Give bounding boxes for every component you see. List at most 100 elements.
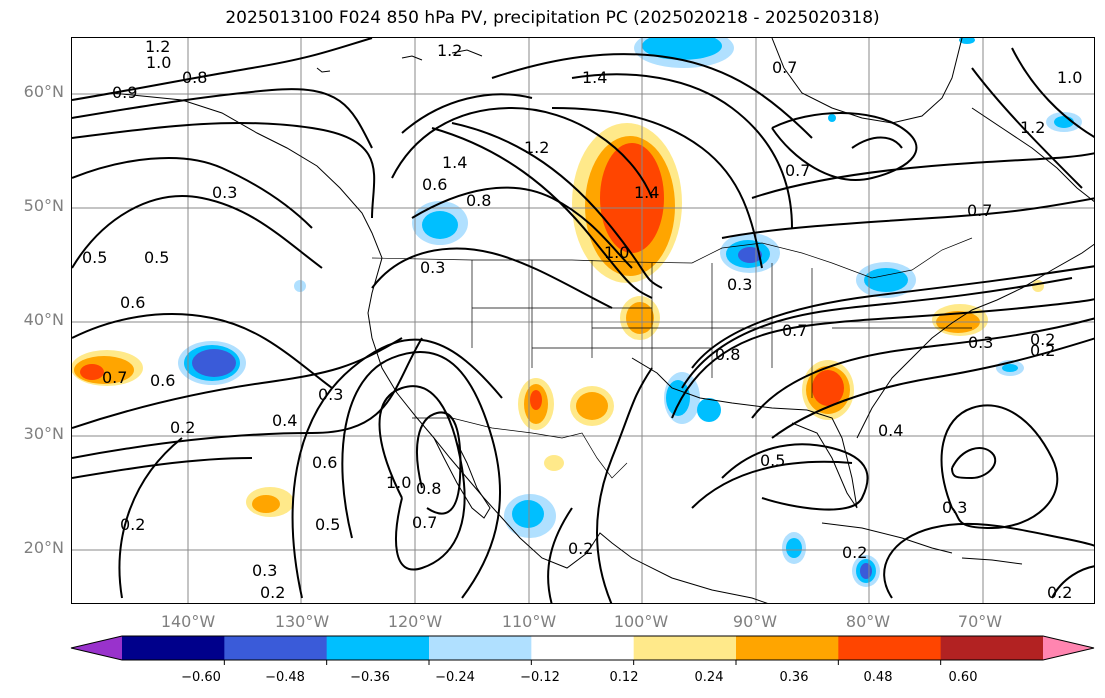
contour-line [951,447,997,480]
border-us-canada [371,237,973,279]
colorbar-tick-label: 0.24 [694,670,724,685]
contour-label: 0.3 [252,561,277,580]
contour-line [681,277,1073,389]
lat-label-40n: 40°N [23,310,64,329]
contour-label: 0.8 [715,345,740,364]
contour-label: 0.2 [170,418,195,437]
contour-line [72,313,333,389]
colorbar-tick-label: 0.48 [863,670,893,685]
contour-line [431,127,653,299]
contour-label: 1.4 [582,68,607,87]
border-us-mexico [412,417,628,479]
colorbar-tick-label: 0.12 [609,670,639,685]
precip-blob [1032,280,1044,292]
lat-label-50n: 50°N [23,196,64,215]
precip-blob [80,364,104,380]
lon-label-110w: 110°W [501,612,557,631]
contour-line [72,156,313,229]
colorbar-segment [531,636,635,660]
contour-label: 0.5 [315,515,340,534]
colorbar-segment [838,636,942,660]
precip-blob [666,380,690,416]
contour-line [751,317,1094,419]
colorbar-segment [633,636,737,660]
lon-label-90w: 90°W [732,612,778,631]
lat-label-20n: 20°N [23,538,64,557]
contour-label: 0.5 [144,248,169,267]
contour-label: 0.3 [942,498,967,517]
contour-line [771,337,1094,439]
contour-label: 1.0 [146,53,171,72]
contour-line [72,195,323,269]
precip-shading [72,38,1082,587]
contour-label: 1.2 [1020,118,1045,137]
lon-label-120w: 120°W [387,612,443,631]
pv-contours [72,38,1094,603]
contour-label: 0.2 [568,539,593,558]
contour-line [411,186,633,269]
precip-blob [828,114,836,122]
colorbar-segment [326,636,430,660]
contour-line [391,106,653,199]
contour-line [771,112,918,181]
coastline-gulf [631,357,858,509]
contour-line [72,337,423,459]
contour-line [341,350,502,599]
lon-label-100w: 100°W [613,612,669,631]
contour-line [721,197,1094,239]
contour-label: 0.3 [212,183,237,202]
precip-blob [576,392,608,420]
coastline-cuba [821,522,953,554]
lat-label-60n: 60°N [23,82,64,101]
contour-label: 0.3 [318,385,343,404]
contour-labels: 1.2 1.0 0.8 0.9 1.2 1.4 0.7 1.0 1.2 0.3 … [82,38,1082,602]
precip-blob [642,38,722,60]
contour-label: 1.2 [437,41,462,60]
contour-label: 0.6 [312,453,337,472]
colorbar-outline [70,635,1095,661]
contour-line [118,437,183,599]
coastline-baja [433,437,491,519]
colorbar-segment [940,636,1044,660]
lon-label-70w: 70°W [957,612,1003,631]
contour-line [851,136,903,149]
contour-line [571,73,793,229]
precip-blob [786,538,802,558]
contour-label: 0.8 [416,479,441,498]
colorbar-segment [429,636,532,660]
precip-blob [512,500,544,528]
colorbar-tick-label: −0.24 [435,670,475,685]
contour-label: 0.9 [112,83,137,102]
contour-label: 0.7 [412,513,437,532]
contour-label: 0.2 [842,543,867,562]
contour-label: 0.7 [785,161,810,180]
colorbar-segment [224,636,328,660]
contour-line [1011,47,1094,138]
contour-label: 0.6 [120,293,145,312]
colorbar-segment [736,636,839,660]
contour-label: 0.3 [727,275,752,294]
contour-label: 0.3 [420,258,445,277]
contour-label: 0.7 [102,368,127,387]
coastline-islands [316,49,483,73]
contour-line [751,152,1094,199]
contour-label: 0.5 [760,451,785,470]
precip-blob [864,268,908,292]
contour-label: 1.0 [1057,68,1082,87]
contour-label: 0.2 [260,583,285,602]
contour-label: 0.8 [182,68,207,87]
contour-line [551,107,763,269]
precip-blob [860,563,872,579]
precip-blob [600,143,664,253]
contour-label: 0.6 [150,371,175,390]
precip-blob [252,495,280,513]
contour-line [691,460,853,509]
contour-label: 0.7 [772,58,797,77]
map-title: 2025013100 F024 850 hPa PV, precipitatio… [225,8,880,28]
precip-blob [192,349,236,377]
colorbar-tick-label: −0.48 [265,670,305,685]
contour-label: 1.4 [634,183,659,202]
coastline-east [856,243,1094,439]
contour-label: 1.2 [524,138,549,157]
lat-label-30n: 30°N [23,424,64,443]
